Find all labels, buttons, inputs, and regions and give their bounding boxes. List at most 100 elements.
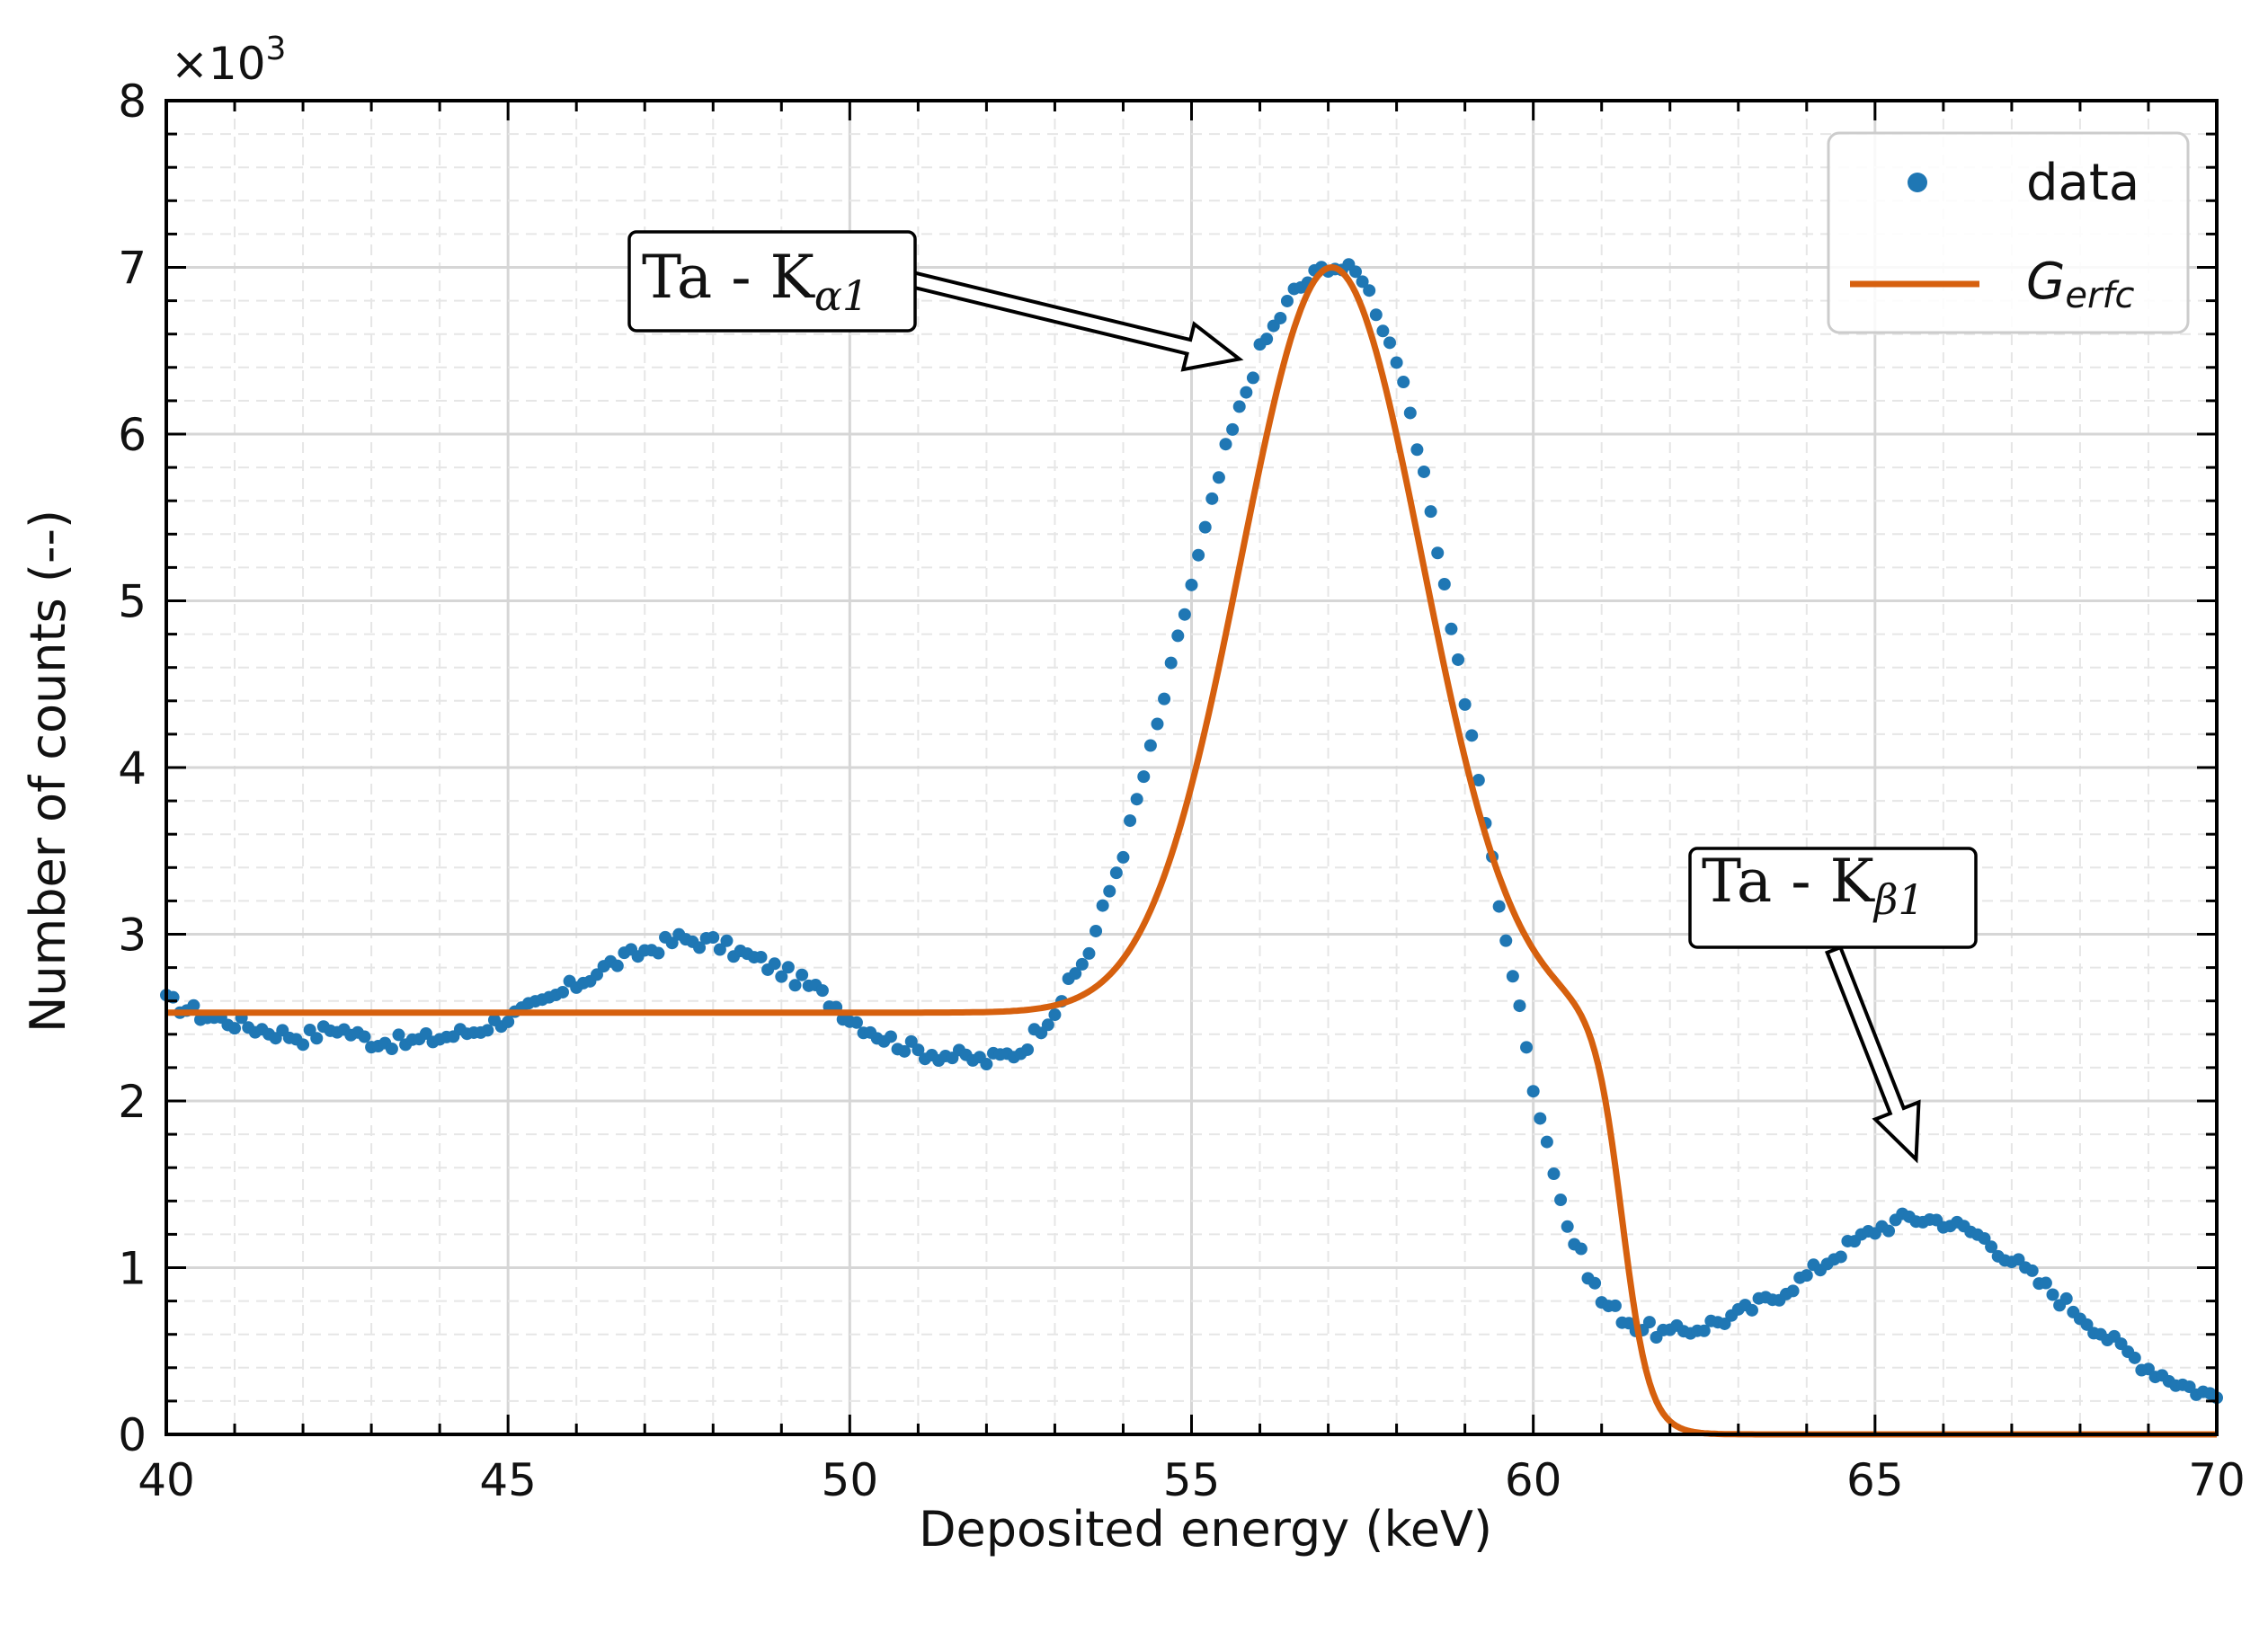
- data-point: [1082, 946, 1096, 960]
- data-point: [1786, 1284, 1800, 1298]
- annotation-box-beta: [1688, 847, 1978, 949]
- data-point: [1164, 656, 1178, 670]
- data-point: [815, 984, 829, 998]
- data-point: [768, 957, 781, 971]
- data-point: [392, 1028, 405, 1042]
- data-point: [1137, 770, 1151, 784]
- data-point: [1445, 622, 1458, 635]
- x-tick-label: 45: [479, 1454, 537, 1506]
- x-tick-label: 60: [1505, 1454, 1562, 1506]
- data-point: [904, 1034, 918, 1048]
- data-point: [884, 1030, 897, 1043]
- data-point: [1437, 578, 1451, 591]
- data-point: [1472, 774, 1485, 787]
- y-tick-label: 1: [118, 1243, 147, 1295]
- data-point: [1608, 1299, 1622, 1312]
- data-point: [1506, 970, 1519, 983]
- data-point: [1274, 311, 1287, 324]
- data-point: [1212, 471, 1225, 484]
- data-point: [1143, 739, 1157, 752]
- data-point: [665, 936, 679, 950]
- data-point: [297, 1038, 310, 1052]
- data-point: [1410, 443, 1424, 457]
- legend: data Gerfc: [1827, 131, 2190, 334]
- data-point: [385, 1043, 398, 1056]
- data-point: [1198, 520, 1212, 534]
- annotation-ta-k-alpha1: Ta - Kα1: [627, 230, 1244, 372]
- data-point: [2059, 1291, 2073, 1305]
- y-multiplier-label: ×103: [171, 31, 286, 90]
- data-point: [1697, 1324, 1711, 1337]
- y-tick-label: 5: [118, 576, 147, 628]
- data-point: [1280, 294, 1294, 307]
- data-point: [1403, 406, 1417, 420]
- data-point: [303, 1024, 316, 1037]
- y-axis-label: Number of counts (--): [20, 510, 76, 1033]
- data-point: [1205, 492, 1219, 505]
- data-point: [1090, 924, 1103, 937]
- data-point: [1588, 1276, 1602, 1290]
- x-axis-label: Deposited energy (keV): [919, 1501, 1492, 1558]
- data-point: [1513, 999, 1526, 1013]
- x-tick-label: 55: [1163, 1454, 1221, 1506]
- data-point: [2039, 1276, 2052, 1290]
- data-point: [1534, 1112, 1547, 1125]
- data-point: [2080, 1318, 2094, 1331]
- data-point: [693, 941, 707, 954]
- data-point: [1356, 275, 1369, 288]
- data-point: [1418, 465, 1431, 478]
- data-point: [1096, 899, 1109, 912]
- data-point: [980, 1058, 993, 1071]
- series: [160, 258, 2223, 1438]
- data-point: [1075, 957, 1089, 971]
- data-point: [1041, 1018, 1054, 1032]
- data-point: [481, 1024, 494, 1037]
- data-point: [1192, 548, 1205, 562]
- legend-fit-label: Gerfc: [2026, 253, 2135, 316]
- data-point: [228, 1022, 242, 1035]
- data-point: [912, 1043, 925, 1057]
- y-tick-label: 0: [118, 1409, 147, 1461]
- data-point: [1985, 1240, 1998, 1254]
- data-point: [1232, 400, 1246, 413]
- data-point: [1103, 884, 1116, 898]
- data-point: [1226, 422, 1240, 436]
- data-point: [610, 959, 624, 972]
- data-point: [2128, 1351, 2141, 1364]
- y-tick-label: 3: [118, 910, 147, 962]
- data-point: [707, 930, 720, 944]
- legend-data-label: data: [2026, 154, 2139, 212]
- data-point: [1363, 284, 1376, 297]
- data-point: [1348, 265, 1362, 279]
- data-point: [556, 985, 569, 999]
- annotation-ta-k-beta1: Ta - Kβ1: [1688, 847, 1978, 1164]
- data-point: [1574, 1242, 1588, 1256]
- data-point: [720, 934, 734, 947]
- y-tick-label: 8: [118, 75, 147, 128]
- data-point: [1431, 546, 1445, 560]
- annotation-arrow-beta: [1825, 945, 1921, 1164]
- data-point: [1397, 376, 1410, 389]
- data-point: [1526, 1085, 1540, 1098]
- data-point: [1800, 1269, 1813, 1283]
- y-tick-label: 7: [118, 243, 147, 295]
- data-point: [713, 943, 726, 956]
- data-point: [1185, 578, 1198, 591]
- y-tick-label: 2: [118, 1076, 147, 1128]
- data-point: [2046, 1288, 2059, 1301]
- data-point: [358, 1030, 371, 1043]
- data-point: [1246, 371, 1259, 385]
- y-tick-label: 4: [118, 742, 147, 794]
- data-point: [1424, 505, 1437, 519]
- data-point: [1116, 850, 1130, 864]
- data-point: [781, 961, 795, 974]
- data-point: [754, 950, 768, 963]
- data-point: [591, 968, 604, 981]
- x-tick-label: 65: [1846, 1454, 1904, 1506]
- data-point: [1069, 967, 1082, 981]
- data-point: [310, 1032, 324, 1045]
- y-tick-label: 6: [118, 409, 147, 461]
- annotation-box-alpha: [627, 230, 917, 333]
